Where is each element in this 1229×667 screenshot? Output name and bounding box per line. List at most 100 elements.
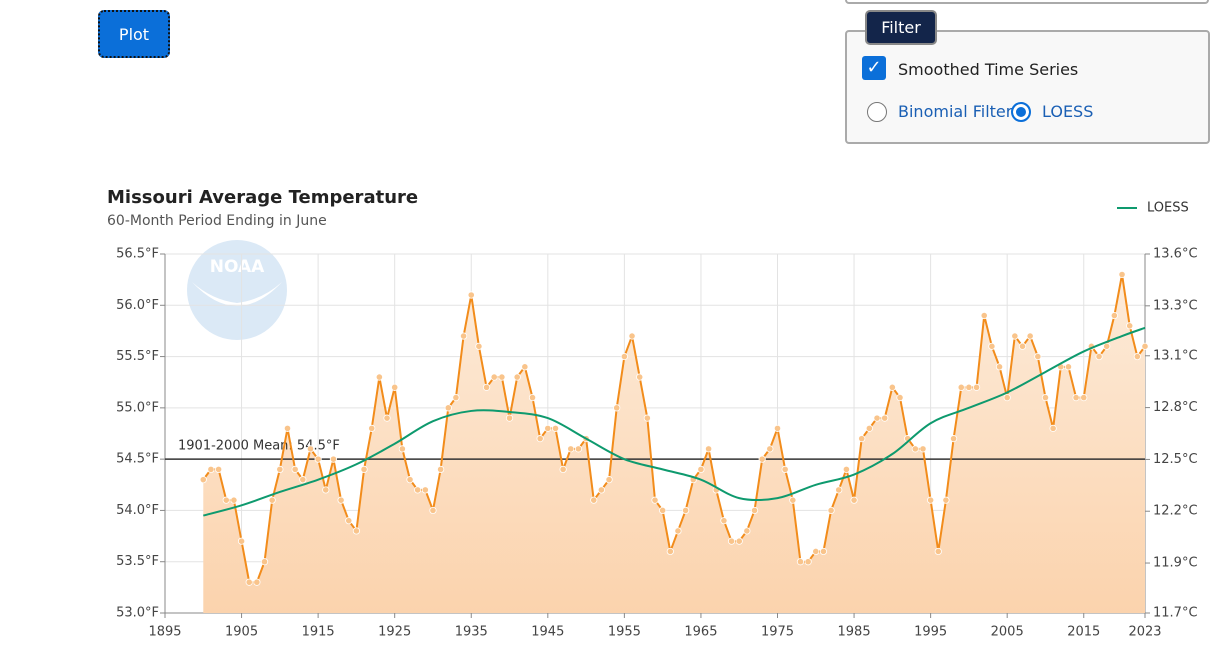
point xyxy=(651,496,659,504)
mean-label: 1901-2000 Mean: 54.5°F xyxy=(178,439,340,454)
point xyxy=(781,465,789,473)
logo xyxy=(187,240,287,340)
y-tick-label: 55.5°F xyxy=(116,349,159,364)
point xyxy=(628,332,636,340)
point xyxy=(911,445,919,453)
radio[interactable] xyxy=(867,102,887,122)
radio[interactable] xyxy=(1011,102,1031,122)
point xyxy=(812,547,820,556)
point xyxy=(988,342,996,350)
point xyxy=(597,486,606,494)
plot-button[interactable]: Plot xyxy=(98,10,170,58)
point xyxy=(613,404,621,412)
point xyxy=(322,486,330,494)
point xyxy=(467,291,475,299)
point xyxy=(727,537,736,545)
point xyxy=(268,496,276,504)
point xyxy=(819,547,828,556)
point xyxy=(414,486,422,494)
point xyxy=(682,506,690,515)
y-tick-label: 53.0°F xyxy=(116,606,159,621)
point xyxy=(513,373,521,381)
point xyxy=(965,383,973,391)
point xyxy=(299,476,307,484)
point xyxy=(544,424,552,432)
point xyxy=(444,404,452,412)
point xyxy=(490,373,498,381)
x-tick-label: 1975 xyxy=(761,625,794,640)
point xyxy=(1064,363,1073,371)
point xyxy=(559,465,567,473)
point xyxy=(291,465,299,473)
point xyxy=(498,373,506,381)
point xyxy=(368,424,376,432)
point xyxy=(245,578,253,586)
point xyxy=(942,496,950,504)
logo-text: NOAA xyxy=(210,257,265,277)
point xyxy=(505,414,514,422)
point xyxy=(697,465,705,473)
filter-tab[interactable]: Filter xyxy=(865,10,937,45)
point xyxy=(551,424,560,432)
point xyxy=(858,435,866,443)
point xyxy=(773,424,782,432)
point xyxy=(1018,342,1027,350)
point xyxy=(605,476,613,484)
radio-label[interactable]: Binomial Filter xyxy=(898,102,1013,121)
point xyxy=(1049,424,1057,432)
x-tick-label: 1895 xyxy=(148,625,181,640)
y2-tick-label: 12.8°C xyxy=(1153,400,1198,415)
radio-label[interactable]: LOESS xyxy=(1042,102,1094,121)
panel-edge xyxy=(845,0,1209,4)
point xyxy=(567,445,575,453)
point xyxy=(452,393,460,402)
point xyxy=(230,496,238,504)
point xyxy=(758,455,766,463)
checkbox-label[interactable]: Smoothed Time Series xyxy=(898,60,1079,79)
point xyxy=(237,537,246,545)
point xyxy=(873,414,881,422)
point xyxy=(314,455,322,463)
legend-label: LOESS xyxy=(1147,201,1189,216)
point xyxy=(383,414,391,422)
point xyxy=(1003,393,1011,402)
point xyxy=(919,445,927,453)
x-tick-label: 1915 xyxy=(302,625,335,640)
y2-tick-label: 12.5°C xyxy=(1153,452,1198,467)
point xyxy=(881,414,889,422)
point xyxy=(1133,352,1141,361)
x-tick-label: 1985 xyxy=(838,625,871,640)
point xyxy=(337,496,345,504)
point xyxy=(1072,393,1080,402)
y2-tick-label: 13.1°C xyxy=(1153,348,1198,363)
point xyxy=(636,373,644,381)
point xyxy=(352,527,361,535)
y-tick-label: 54.0°F xyxy=(116,503,159,518)
point xyxy=(528,393,537,402)
point xyxy=(345,517,353,525)
point xyxy=(1118,270,1126,279)
point xyxy=(927,496,935,504)
point xyxy=(536,435,544,443)
point xyxy=(260,558,269,566)
point xyxy=(704,445,713,453)
point xyxy=(590,496,598,504)
y-tick-label: 53.5°F xyxy=(116,554,159,569)
line xyxy=(202,274,1146,584)
point xyxy=(1026,332,1034,340)
point xyxy=(827,506,835,515)
point xyxy=(766,445,774,453)
y2-tick-label: 11.9°C xyxy=(1153,556,1198,571)
x-tick-label: 1905 xyxy=(225,625,258,640)
x-tick-label: 1935 xyxy=(455,625,488,640)
point xyxy=(666,547,674,556)
point xyxy=(398,445,406,453)
checkbox[interactable]: ✓ xyxy=(862,56,886,80)
point xyxy=(375,373,383,381)
x-tick-label: 2023 xyxy=(1128,625,1161,640)
point xyxy=(1110,311,1118,320)
point xyxy=(306,445,315,453)
point xyxy=(283,424,292,432)
